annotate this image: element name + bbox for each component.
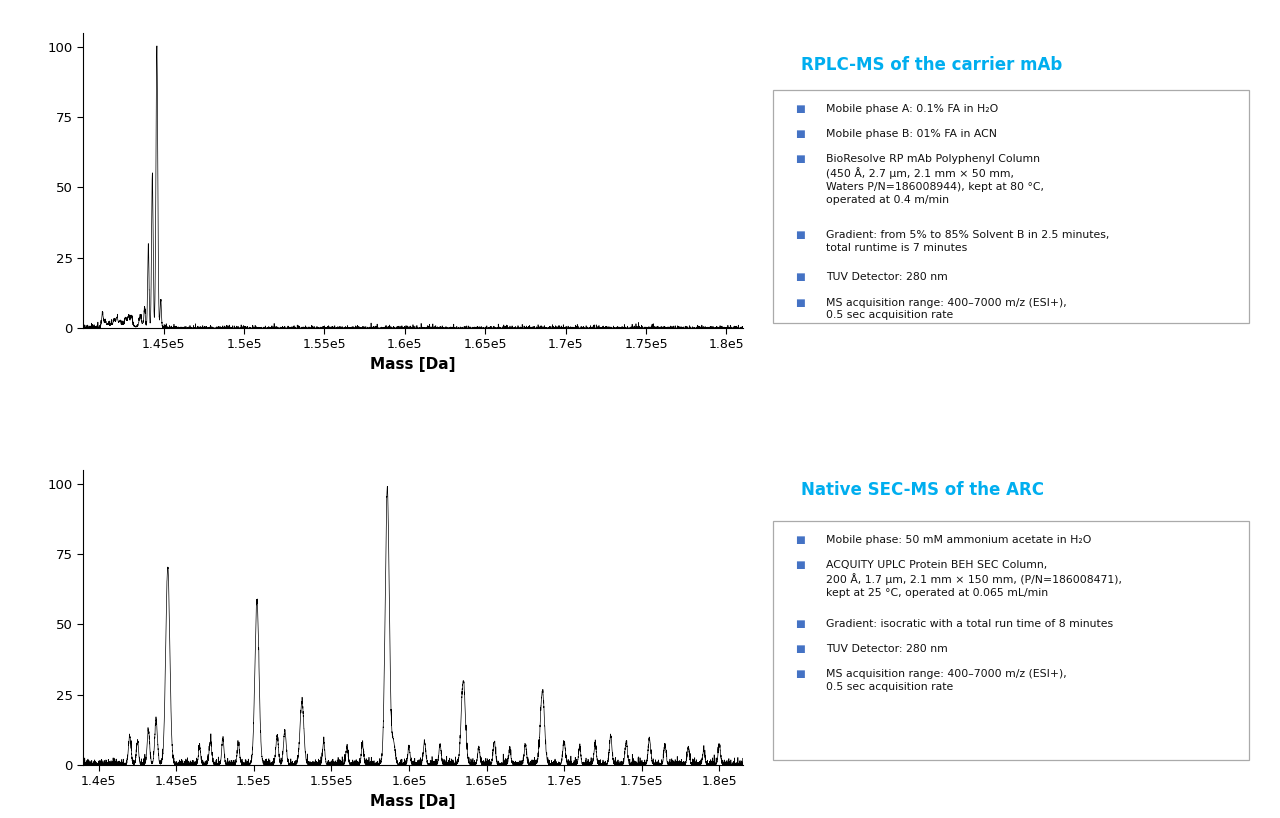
Text: TUV Detector: 280 nm: TUV Detector: 280 nm <box>826 644 947 654</box>
Text: ■: ■ <box>796 619 805 629</box>
Text: ■: ■ <box>796 272 805 282</box>
Text: ■: ■ <box>796 644 805 654</box>
Text: ■: ■ <box>796 154 805 164</box>
Text: MS acquisition range: 400–7000 m/z (ESI+),
0.5 sec acquisition rate: MS acquisition range: 400–7000 m/z (ESI+… <box>826 298 1066 321</box>
Text: ■: ■ <box>796 298 805 308</box>
Text: Gradient: from 5% to 85% Solvent B in 2.5 minutes,
total runtime is 7 minutes: Gradient: from 5% to 85% Solvent B in 2.… <box>826 230 1110 253</box>
Text: ■: ■ <box>796 535 805 545</box>
Text: TUV Detector: 280 nm: TUV Detector: 280 nm <box>826 272 947 282</box>
Text: Native SEC-MS of the ARC: Native SEC-MS of the ARC <box>800 482 1043 500</box>
Text: ■: ■ <box>796 560 805 569</box>
X-axis label: Mass [Da]: Mass [Da] <box>370 357 456 372</box>
X-axis label: Mass [Da]: Mass [Da] <box>370 793 456 809</box>
Text: RPLC-MS of the carrier mAb: RPLC-MS of the carrier mAb <box>800 56 1062 74</box>
Text: MS acquisition range: 400–7000 m/z (ESI+),
0.5 sec acquisition rate: MS acquisition range: 400–7000 m/z (ESI+… <box>826 669 1066 692</box>
Text: Mobile phase B: 01% FA in ACN: Mobile phase B: 01% FA in ACN <box>826 128 997 139</box>
Text: ■: ■ <box>796 104 805 114</box>
Text: Mobile phase A: 0.1% FA in H₂O: Mobile phase A: 0.1% FA in H₂O <box>826 104 998 114</box>
Text: Mobile phase: 50 mM ammonium acetate in H₂O: Mobile phase: 50 mM ammonium acetate in … <box>826 535 1092 545</box>
Text: ■: ■ <box>796 128 805 139</box>
FancyBboxPatch shape <box>773 90 1249 323</box>
Text: ACQUITY UPLC Protein BEH SEC Column,
200 Å, 1.7 μm, 2.1 mm × 150 mm, (P/N=186008: ACQUITY UPLC Protein BEH SEC Column, 200… <box>826 560 1123 598</box>
FancyBboxPatch shape <box>773 521 1249 761</box>
Text: BioResolve RP mAb Polyphenyl Column
(450 Å, 2.7 μm, 2.1 mm × 50 mm,
Waters P/N=1: BioResolve RP mAb Polyphenyl Column (450… <box>826 154 1044 204</box>
Text: Gradient: isocratic with a total run time of 8 minutes: Gradient: isocratic with a total run tim… <box>826 619 1114 629</box>
Text: ■: ■ <box>796 669 805 679</box>
Text: ■: ■ <box>796 230 805 240</box>
